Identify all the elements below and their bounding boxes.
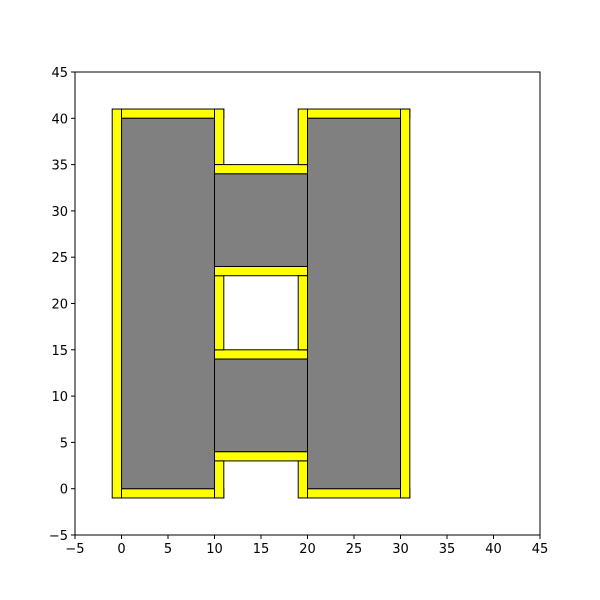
x-tick-label: 15 — [253, 542, 270, 557]
yellow-frame-rect-9 — [214, 164, 308, 175]
x-tick-label: 5 — [164, 542, 172, 557]
yellow-frame-rect-1 — [121, 108, 225, 119]
y-tick-label: 20 — [51, 298, 68, 313]
gray-block-rect-0 — [121, 117, 215, 490]
x-tick-label: 30 — [392, 542, 409, 557]
gray-block-rect-2 — [214, 358, 308, 453]
x-tick-label: 40 — [485, 542, 502, 557]
y-tick-label: 10 — [51, 390, 68, 405]
y-tick-label: −5 — [49, 529, 68, 544]
y-tick-label: 0 — [60, 483, 68, 498]
y-tick-label: 30 — [51, 205, 68, 220]
y-tick-label: 45 — [51, 66, 68, 81]
yellow-frame-rect-10 — [297, 460, 309, 499]
x-tick-label: 10 — [206, 542, 223, 557]
y-tick-label: 5 — [60, 436, 68, 451]
yellow-frame-rect-14 — [307, 488, 411, 499]
yellow-frame-rect-6 — [214, 349, 308, 360]
gray-block-rect-3 — [214, 173, 308, 267]
x-tick-label: 35 — [439, 542, 456, 557]
yellow-frame-rect-15 — [400, 108, 411, 499]
yellow-frame-rect-5 — [214, 460, 225, 499]
x-tick-label: 45 — [532, 542, 549, 557]
x-tick-label: −5 — [65, 542, 84, 557]
yellow-frame-rect-0 — [111, 108, 122, 499]
yellow-frame-rect-4 — [214, 451, 308, 462]
plot-area — [111, 108, 411, 499]
x-axis: −5 0 5 10 15 20 25 30 35 40 45 — [65, 535, 548, 557]
y-tick-label: 25 — [51, 251, 68, 266]
yellow-frame-rect-3 — [214, 108, 225, 166]
y-axis: −5 0 5 10 15 20 25 30 35 40 45 — [49, 66, 75, 544]
x-tick-label: 20 — [299, 542, 316, 557]
y-tick-label: 35 — [51, 159, 68, 174]
x-tick-label: 0 — [117, 542, 125, 557]
yellow-frame-rect-13 — [307, 108, 411, 119]
y-tick-label: 40 — [51, 112, 68, 127]
yellow-frame-rect-8 — [214, 265, 308, 277]
x-tick-label: 25 — [346, 542, 363, 557]
yellow-frame-rect-2 — [121, 488, 225, 499]
yellow-frame-rect-7 — [214, 275, 225, 351]
yellow-frame-rect-11 — [297, 275, 309, 351]
y-tick-label: 15 — [51, 344, 68, 359]
gray-block-rect-1 — [307, 117, 401, 490]
yellow-frame-rect-12 — [297, 108, 309, 166]
